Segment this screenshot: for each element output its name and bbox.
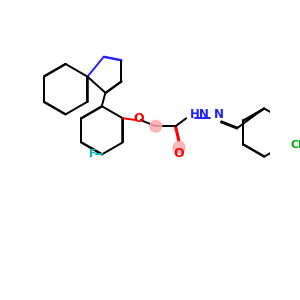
Text: O: O	[133, 112, 144, 125]
Circle shape	[173, 142, 185, 153]
Circle shape	[150, 121, 162, 132]
Text: Cl: Cl	[290, 140, 300, 150]
Text: N: N	[214, 108, 224, 121]
Text: O: O	[174, 147, 184, 160]
Text: F: F	[89, 149, 96, 160]
Text: HN: HN	[190, 108, 210, 121]
